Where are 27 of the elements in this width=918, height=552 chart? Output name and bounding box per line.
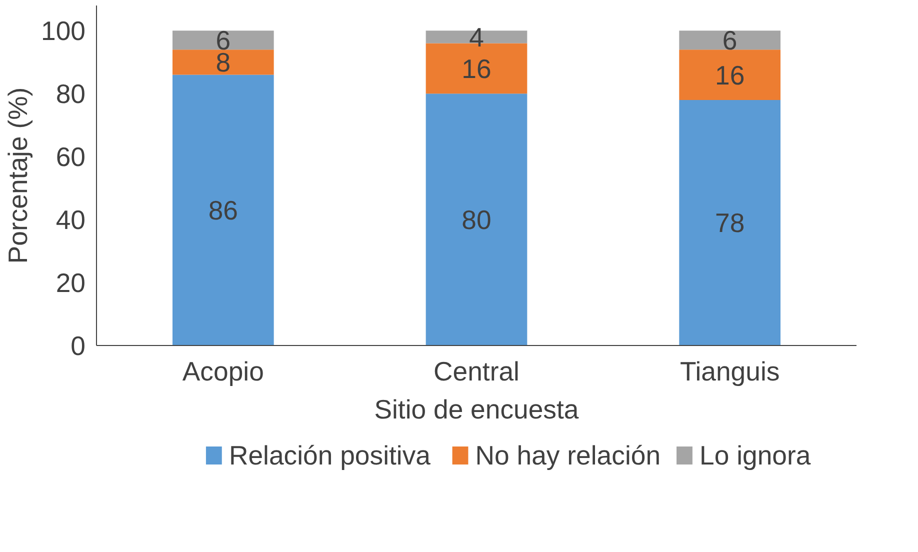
legend-label: No hay relación: [475, 440, 661, 470]
data-label: 6: [722, 26, 738, 56]
y-tick-label: 100: [41, 16, 86, 46]
y-tick-label: 40: [56, 205, 86, 236]
bar: [426, 94, 528, 346]
bar: [679, 100, 780, 346]
y-tick-label: 20: [56, 268, 86, 298]
data-label: 86: [208, 196, 238, 226]
data-label: 78: [715, 208, 745, 238]
bar: [679, 50, 780, 100]
bar: [679, 30, 780, 50]
bar: [172, 74, 274, 346]
data-label: 16: [715, 60, 745, 90]
bar: [172, 50, 274, 75]
y-tick-label: 0: [70, 331, 86, 361]
data-label: 80: [462, 205, 492, 236]
x-axis-title: Sitio de encuesta: [374, 394, 579, 424]
data-label: 16: [462, 54, 492, 84]
bar: [172, 30, 274, 50]
legend-label: Relación positiva: [228, 440, 431, 470]
x-tick-label: Acopio: [182, 356, 264, 386]
legend-label: Lo ignora: [700, 440, 811, 470]
y-axis-title: Porcentaje (%): [3, 87, 34, 264]
y-tick-label: 80: [56, 79, 86, 110]
x-tick-label: Central: [434, 356, 520, 386]
x-tick-label: Tianguis: [680, 356, 780, 386]
y-tick-label: 60: [56, 142, 86, 172]
